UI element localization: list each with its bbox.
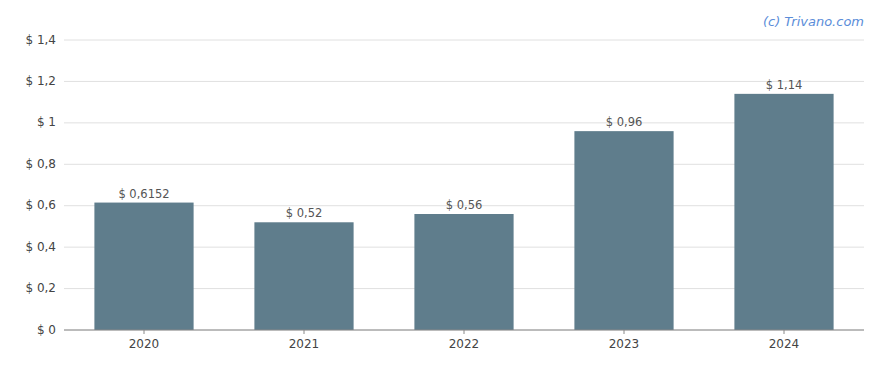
watermark: (c) Trivano.com	[763, 14, 864, 29]
x-tick	[464, 330, 465, 334]
y-tick-label: $ 0,2	[25, 281, 56, 295]
data-labels: $ 0,6152 $ 0,52 $ 0,56 $ 0,96 $ 1,14	[118, 78, 802, 220]
bar	[734, 94, 833, 330]
x-tick-label: 2024	[769, 337, 800, 351]
grid-line	[64, 40, 864, 41]
x-tick-label: 2020	[129, 337, 160, 351]
y-tick-label: $ 1,2	[25, 74, 56, 88]
bars	[94, 94, 833, 330]
x-tick-label: 2021	[289, 337, 320, 351]
y-tick-label: $ 0,4	[25, 240, 56, 254]
data-label: $ 0,96	[606, 115, 643, 129]
data-label: $ 0,6152	[118, 187, 169, 201]
data-label: $ 1,14	[766, 78, 803, 92]
bar	[94, 203, 193, 330]
bar	[254, 222, 353, 330]
y-tick-label: $ 1,4	[25, 33, 56, 47]
y-axis: $ 0 $ 0,2 $ 0,4 $ 0,6 $ 0,8 $ 1 $ 1,2 $ 1,4	[25, 33, 56, 337]
bar	[414, 214, 513, 330]
grid	[64, 40, 864, 330]
x-axis: 2020 2021 2022 2023 2024	[129, 330, 800, 351]
x-tick	[304, 330, 305, 334]
x-tick	[784, 330, 785, 334]
x-tick	[144, 330, 145, 334]
chart-container: $ 0 $ 0,2 $ 0,4 $ 0,6 $ 0,8 $ 1 $ 1,2 $ 1,4 2020…	[0, 0, 888, 370]
x-tick-label: 2022	[449, 337, 480, 351]
y-tick-label: $ 1	[37, 115, 56, 129]
y-tick-label: $ 0,8	[25, 157, 56, 171]
y-tick-label: $ 0,6	[25, 198, 56, 212]
x-tick	[624, 330, 625, 334]
grid-line	[64, 81, 864, 82]
data-label: $ 0,52	[286, 206, 323, 220]
y-tick-label: $ 0	[37, 323, 56, 337]
data-label: $ 0,56	[446, 198, 483, 212]
bar	[574, 131, 673, 330]
chart: $ 0 $ 0,2 $ 0,4 $ 0,6 $ 0,8 $ 1 $ 1,2 $ 1,4 2020…	[0, 0, 888, 370]
x-tick-label: 2023	[609, 337, 640, 351]
